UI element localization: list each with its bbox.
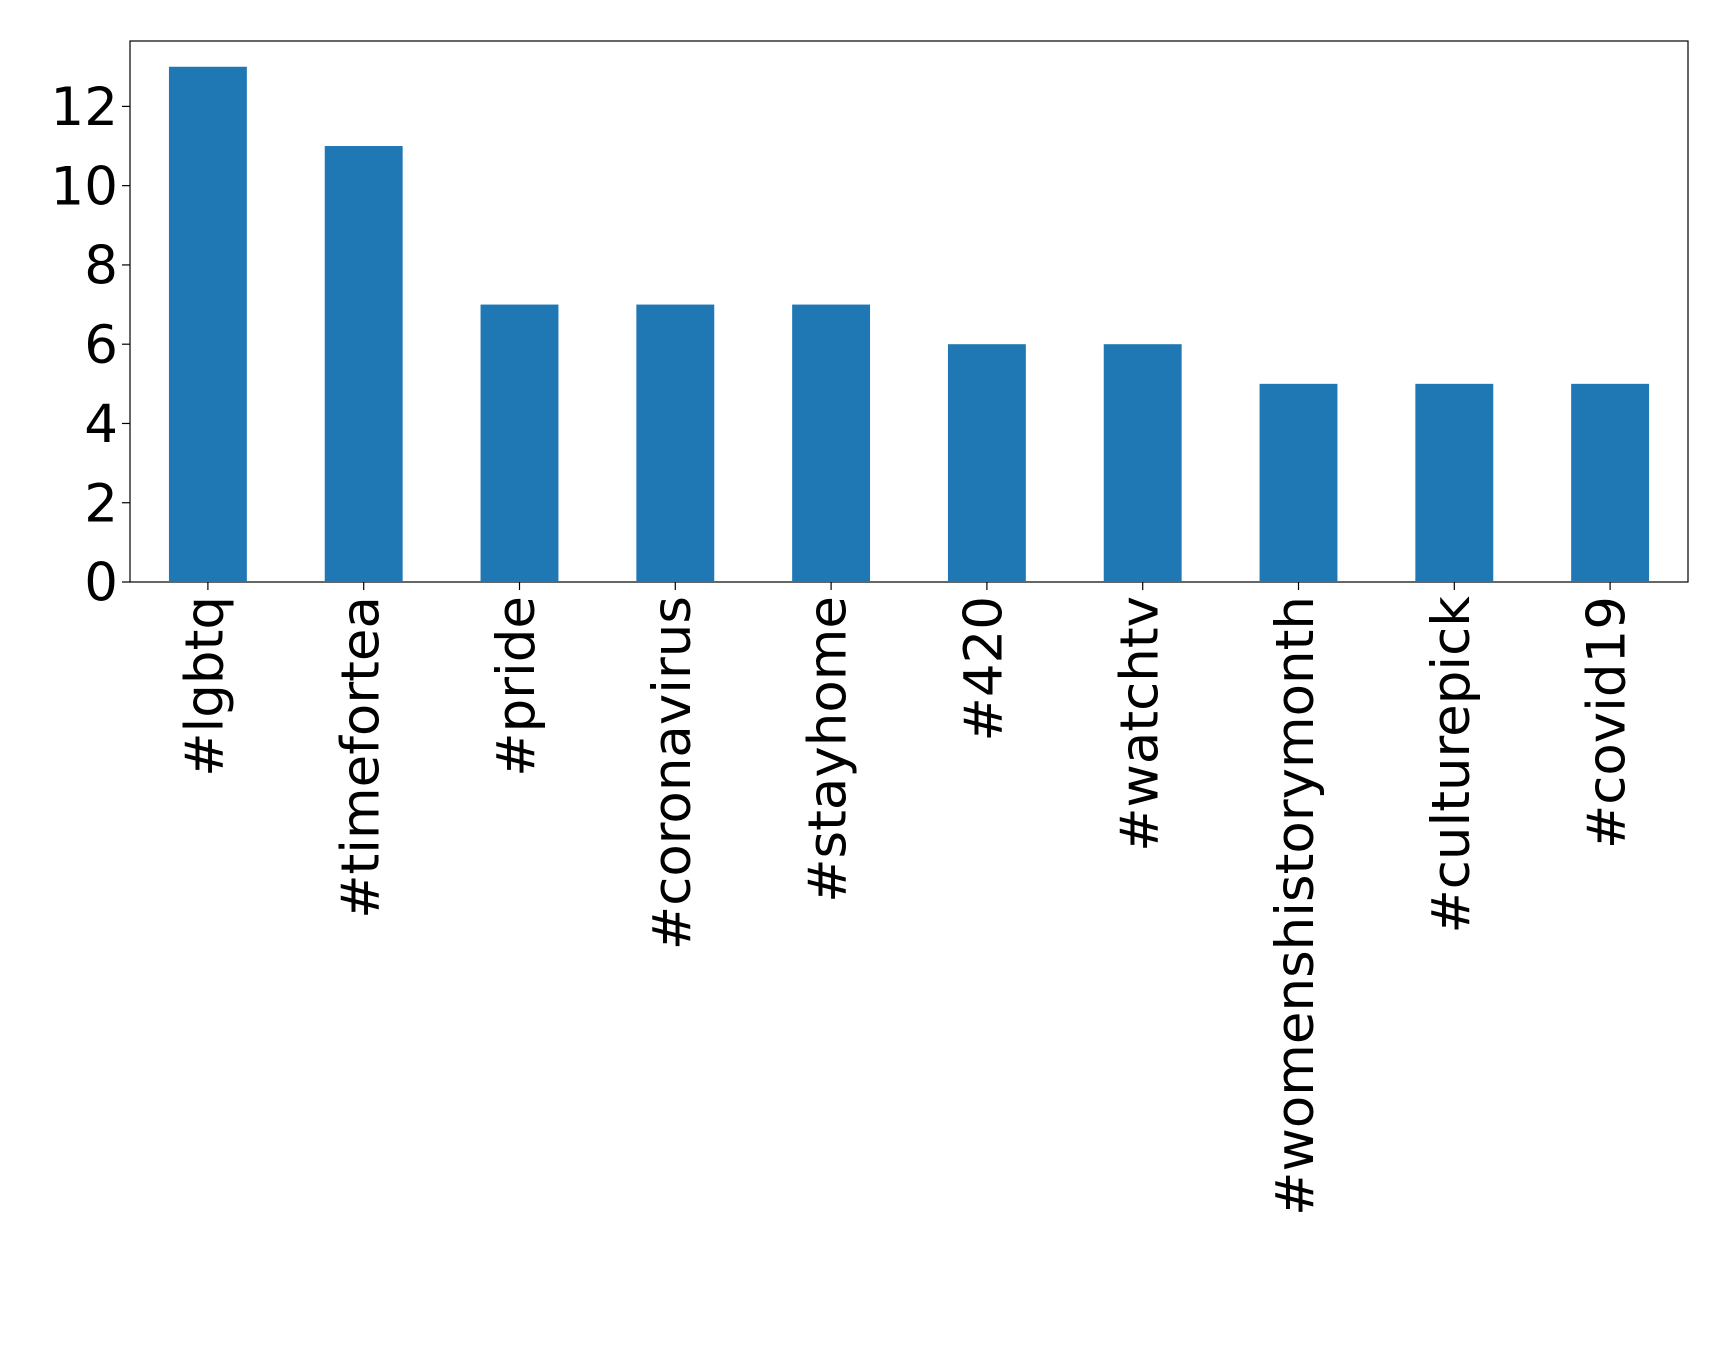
x-tick-label: #420 — [954, 596, 1015, 742]
x-tick-label: #timefortea — [330, 596, 391, 919]
bar — [1571, 383, 1650, 582]
bar — [168, 66, 247, 582]
y-tick-label: 2 — [84, 473, 118, 534]
y-tick-label: 0 — [84, 553, 118, 614]
y-tick-label: 10 — [51, 156, 118, 217]
x-tick-label: #covid19 — [1577, 596, 1638, 849]
x-tick-label: #stayhome — [798, 596, 859, 903]
bar — [324, 146, 403, 582]
bar — [792, 304, 871, 582]
bar — [1415, 383, 1494, 582]
bar — [1259, 383, 1338, 582]
x-tick-label: #lgbtq — [175, 596, 236, 777]
y-tick-label: 12 — [51, 77, 118, 138]
y-tick-label: 8 — [84, 236, 118, 297]
x-tick-label: #coronavirus — [642, 596, 703, 950]
y-tick-label: 4 — [84, 394, 118, 455]
bar — [480, 304, 559, 582]
y-tick-label: 6 — [84, 315, 118, 376]
plot-frame — [129, 40, 1689, 583]
bar — [1103, 344, 1182, 582]
x-tick-label: #culturepick — [1421, 596, 1482, 934]
x-tick-label: #watchtv — [1109, 596, 1170, 852]
bar — [947, 344, 1026, 582]
x-tick-label: #pride — [486, 596, 547, 777]
x-tick-label: #womenshistorymonth — [1265, 596, 1326, 1216]
bar — [636, 304, 715, 582]
